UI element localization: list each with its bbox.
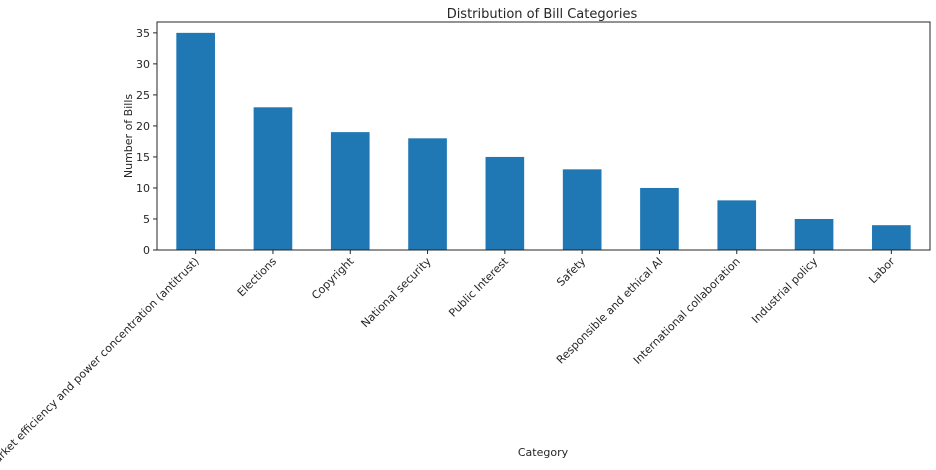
bars-group — [176, 32, 911, 250]
bar-4 — [485, 156, 525, 250]
bar-7 — [717, 200, 757, 250]
y-tick-label-5: 25 — [136, 89, 150, 102]
y-tick-label-1: 5 — [143, 213, 150, 226]
plot-frame — [156, 21, 931, 251]
y-tick-label-7: 35 — [136, 27, 150, 40]
y-tick-label-6: 30 — [136, 58, 150, 71]
chart-title: Distribution of Bill Categories — [447, 7, 638, 22]
bar-9 — [872, 225, 911, 250]
y-tick-label-3: 15 — [136, 151, 150, 164]
bar-8 — [794, 218, 834, 250]
bar-0 — [176, 32, 215, 250]
bar-2 — [330, 132, 370, 250]
x-tick-label-5: Safety — [554, 255, 588, 289]
bar-3 — [408, 138, 447, 250]
x-tick-label-1: Elections — [235, 255, 279, 299]
y-tick-label-0: 0 — [143, 244, 150, 257]
bar-6 — [640, 187, 679, 250]
bar-5 — [562, 169, 602, 250]
x-axis-title: Category — [518, 446, 569, 459]
y-axis-ticks: 0 5 10 15 20 25 30 35 — [136, 27, 157, 257]
x-axis-ticks: Market efficiency and power concentratio… — [0, 250, 898, 470]
x-tick-label-9: Labor — [866, 255, 898, 287]
y-tick-label-4: 20 — [136, 120, 150, 133]
x-tick-label-8: Industrial policy — [749, 255, 820, 326]
x-tick-label-3: National security — [359, 255, 434, 330]
bar-1 — [253, 107, 293, 250]
y-axis-title: Number of Bills — [122, 94, 135, 178]
x-tick-label-0: Market efficiency and power concentratio… — [0, 255, 202, 466]
y-tick-label-2: 10 — [136, 182, 150, 195]
x-tick-label-4: Public Interest — [446, 254, 511, 319]
x-tick-label-2: Copyright — [309, 254, 357, 302]
